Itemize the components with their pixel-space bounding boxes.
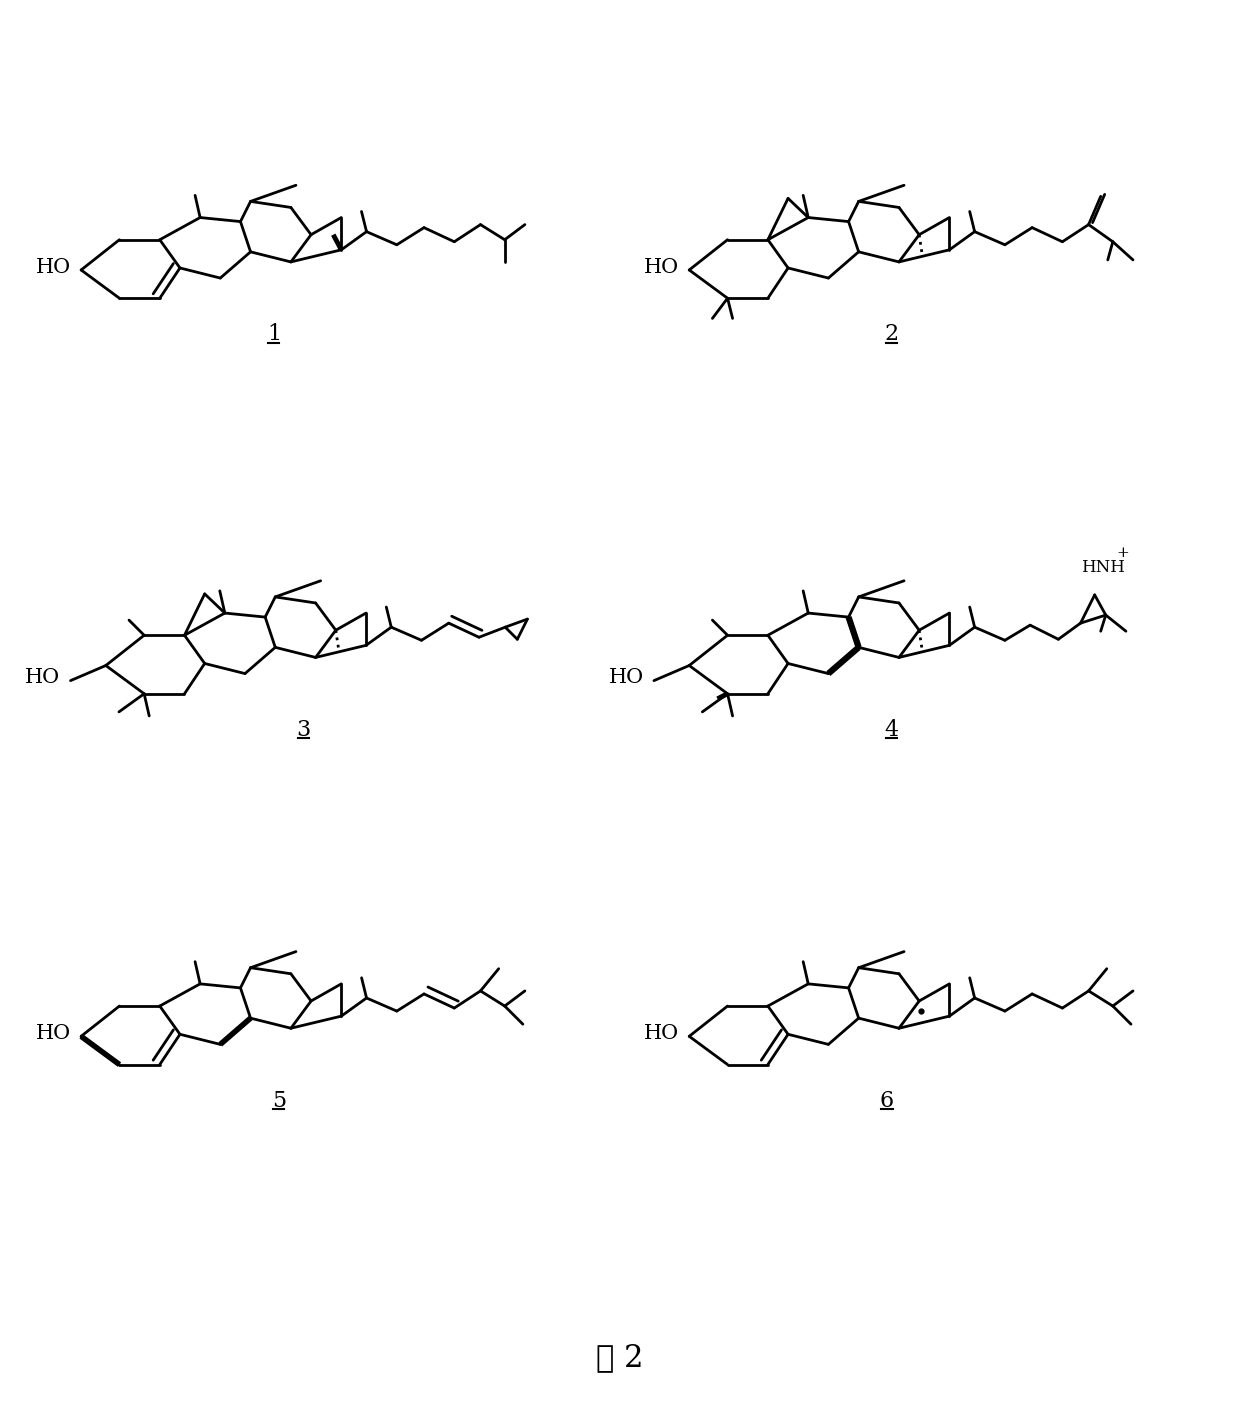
Text: 4: 4 — [885, 719, 899, 741]
Text: +: + — [1116, 547, 1128, 561]
Text: 6: 6 — [880, 1089, 894, 1112]
Text: 图 2: 图 2 — [596, 1342, 644, 1373]
Text: 1: 1 — [267, 324, 281, 345]
Text: HO: HO — [25, 669, 61, 687]
Text: HO: HO — [36, 257, 71, 277]
Text: 3: 3 — [296, 719, 311, 741]
Text: HNH: HNH — [1080, 558, 1125, 575]
Text: HO: HO — [644, 1024, 680, 1042]
Text: HO: HO — [36, 1024, 71, 1042]
Text: 2: 2 — [885, 324, 899, 345]
Text: HO: HO — [644, 257, 680, 277]
Text: 5: 5 — [272, 1089, 286, 1112]
Text: HO: HO — [609, 669, 644, 687]
